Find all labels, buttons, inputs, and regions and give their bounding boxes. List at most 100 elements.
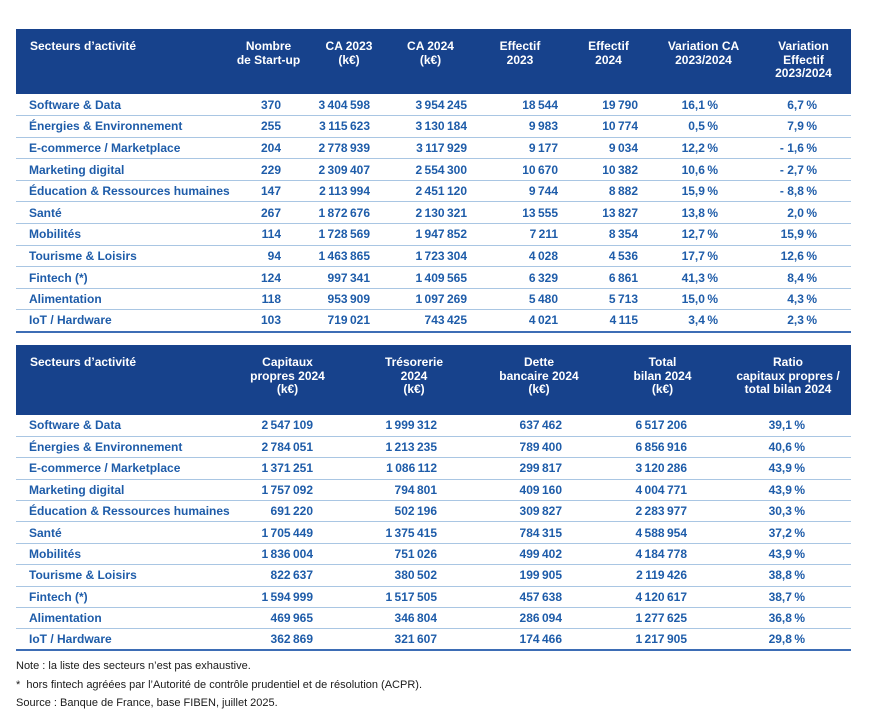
- value-cell: 499 402: [478, 543, 600, 566]
- value-cell: 9 744: [474, 180, 566, 203]
- value-cell: 4 184 778: [600, 543, 725, 566]
- column-header: Total bilan 2024 (k€): [633, 355, 692, 396]
- value-cell: 15,9 %: [756, 223, 851, 246]
- value-cell: 3 404 598: [311, 94, 387, 117]
- table-row: E-commerce / Marketplace 1 371 251 1 086 1…: [16, 457, 851, 480]
- value-cell: 3,4 %: [651, 309, 756, 333]
- value-cell: 3 117 929: [387, 137, 474, 160]
- column-header: Variation CA 2023/2024: [667, 39, 740, 67]
- table-row: Alimentation 469 965 346 804 286 094 1 277 6…: [16, 607, 851, 630]
- value-cell: 743 425: [387, 309, 474, 333]
- value-cell: 789 400: [478, 436, 600, 459]
- value-cell: 40,6 %: [725, 436, 851, 459]
- value-cell: 4 021: [474, 309, 566, 333]
- value-cell: 4 536: [566, 245, 651, 268]
- table-row: Énergies & Environnement 2 784 051 1 213 2…: [16, 436, 851, 459]
- header-row: Secteurs d’activité Nombre de Start-up CA …: [16, 29, 851, 94]
- value-cell: 5 713: [566, 288, 651, 311]
- value-cell: 4 588 954: [600, 521, 725, 544]
- value-cell: 362 869: [225, 628, 350, 652]
- value-cell: 15,0 %: [651, 288, 756, 311]
- value-cell: 12,7 %: [651, 223, 756, 246]
- value-cell: 36,8 %: [725, 607, 851, 630]
- value-cell: 1 723 304: [387, 245, 474, 268]
- value-cell: 199 905: [478, 564, 600, 587]
- table-row: Tourisme & Loisirs 822 637 380 502 199 905 2…: [16, 564, 851, 587]
- value-cell: 6 517 206: [600, 415, 725, 437]
- value-cell: - 8,8 %: [756, 180, 851, 203]
- sector-name-cell: Fintech (*): [16, 266, 226, 289]
- sector-name-cell: Software & Data: [16, 415, 225, 437]
- value-cell: 39,1 %: [725, 415, 851, 437]
- value-cell: 953 909: [311, 288, 387, 311]
- sector-name-cell: Alimentation: [16, 607, 225, 630]
- value-cell: 6 856 916: [600, 436, 725, 459]
- value-cell: 1 097 269: [387, 288, 474, 311]
- sector-column-header: Secteurs d’activité: [30, 39, 137, 53]
- value-cell: 346 804: [350, 607, 478, 630]
- sector-name-cell: IoT / Hardware: [16, 628, 225, 652]
- sector-column-header: Secteurs d’activité: [30, 355, 137, 369]
- value-cell: 469 965: [225, 607, 350, 630]
- value-cell: 4 120 617: [600, 586, 725, 609]
- value-cell: 38,7 %: [725, 586, 851, 609]
- value-cell: 7 211: [474, 223, 566, 246]
- table-row: Fintech (*) 124 997 341 1 409 565 6 329 6 861…: [16, 266, 851, 289]
- value-cell: 17,7 %: [651, 245, 756, 268]
- table-body: Software & Data 370 3 404 598 3 954 245 18 5…: [16, 94, 851, 333]
- value-cell: 13 555: [474, 201, 566, 225]
- value-cell: 2 451 120: [387, 180, 474, 203]
- sector-name-cell: E-commerce / Marketplace: [16, 457, 225, 480]
- table-row: Santé 1 705 449 1 375 415 784 315 4 588 954 3…: [16, 521, 851, 544]
- value-cell: 13 827: [566, 201, 651, 225]
- table-row: Éducation & Ressources humaines 691 220 50…: [16, 500, 851, 523]
- sector-name-cell: Éducation & Ressources humaines: [16, 180, 230, 203]
- value-cell: 6,7 %: [756, 94, 851, 117]
- value-cell: 1 728 569: [311, 223, 387, 246]
- value-cell: 2 283 977: [600, 500, 725, 523]
- value-cell: 1 409 565: [387, 266, 474, 289]
- value-cell: 637 462: [478, 415, 600, 437]
- value-cell: 1 872 676: [311, 201, 387, 225]
- table-row: Fintech (*) 1 594 999 1 517 505 457 638 4 12…: [16, 586, 851, 609]
- value-cell: 43,9 %: [725, 479, 851, 502]
- value-cell: 6 329: [474, 266, 566, 289]
- value-cell: 2 309 407: [311, 158, 387, 181]
- value-cell: 29,8 %: [725, 628, 851, 652]
- value-cell: 1 463 865: [311, 245, 387, 268]
- value-cell: 2 554 300: [387, 158, 474, 181]
- table-row: IoT / Hardware 362 869 321 607 174 466 1 217…: [16, 628, 851, 652]
- column-header: Effectif 2023: [499, 39, 541, 67]
- value-cell: 1 947 852: [387, 223, 474, 246]
- value-cell: 309 827: [478, 500, 600, 523]
- value-cell: 2 784 051: [225, 436, 350, 459]
- value-cell: 41,3 %: [651, 266, 756, 289]
- value-cell: 7,9 %: [756, 115, 851, 138]
- value-cell: 1 371 251: [225, 457, 350, 480]
- sector-name-cell: Alimentation: [16, 288, 226, 311]
- value-cell: 8 882: [566, 180, 651, 203]
- column-header: Trésorerie 2024 (k€): [384, 355, 444, 396]
- value-cell: 2 547 109: [225, 415, 350, 437]
- value-cell: 1 213 235: [350, 436, 478, 459]
- value-cell: 124: [226, 266, 311, 289]
- value-cell: 502 196: [350, 500, 478, 523]
- value-cell: 5 480: [474, 288, 566, 311]
- sectors-balance-sheet-table: Secteurs d’activité Capitaux propres 2024…: [16, 345, 851, 652]
- value-cell: 2 113 994: [311, 180, 387, 203]
- value-cell: 94: [226, 245, 311, 268]
- value-cell: - 2,7 %: [756, 158, 851, 181]
- note-source: Source : Banque de France, base FIBEN, j…: [16, 697, 278, 709]
- value-cell: 2,3 %: [756, 309, 851, 333]
- value-cell: 1 277 625: [600, 607, 725, 630]
- value-cell: 43,9 %: [725, 457, 851, 480]
- note-fintech-asterisk: * hors fintech agréées par l’Autorité de…: [16, 678, 422, 691]
- sector-name-cell: Tourisme & Loisirs: [16, 245, 226, 268]
- table-row: Éducation & Ressources humaines 147 2 113 …: [16, 180, 851, 203]
- column-header: CA 2024 (k€): [407, 39, 454, 67]
- value-cell: 691 220: [225, 500, 350, 523]
- note-exhaustive: Note : la liste des secteurs n’est pas e…: [16, 660, 251, 672]
- value-cell: 822 637: [225, 564, 350, 587]
- value-cell: 174 466: [478, 628, 600, 652]
